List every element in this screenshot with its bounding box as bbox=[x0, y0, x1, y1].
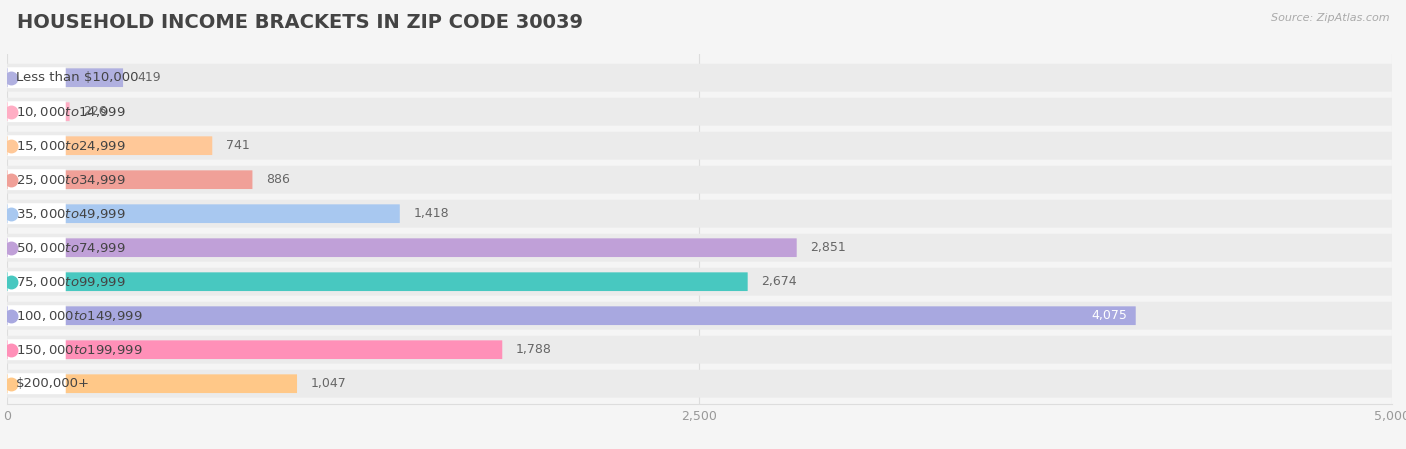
FancyBboxPatch shape bbox=[7, 200, 1392, 228]
Text: Source: ZipAtlas.com: Source: ZipAtlas.com bbox=[1271, 13, 1389, 23]
Text: 226: 226 bbox=[83, 105, 107, 118]
Text: $15,000 to $24,999: $15,000 to $24,999 bbox=[15, 139, 125, 153]
FancyBboxPatch shape bbox=[7, 170, 253, 189]
FancyBboxPatch shape bbox=[7, 340, 502, 359]
Text: $150,000 to $199,999: $150,000 to $199,999 bbox=[15, 343, 142, 357]
FancyBboxPatch shape bbox=[7, 306, 1136, 325]
FancyBboxPatch shape bbox=[7, 336, 1392, 364]
Text: HOUSEHOLD INCOME BRACKETS IN ZIP CODE 30039: HOUSEHOLD INCOME BRACKETS IN ZIP CODE 30… bbox=[17, 13, 583, 32]
FancyBboxPatch shape bbox=[7, 169, 66, 190]
Text: $35,000 to $49,999: $35,000 to $49,999 bbox=[15, 207, 125, 221]
FancyBboxPatch shape bbox=[7, 339, 66, 360]
FancyBboxPatch shape bbox=[7, 67, 66, 88]
FancyBboxPatch shape bbox=[7, 135, 66, 156]
Text: $75,000 to $99,999: $75,000 to $99,999 bbox=[15, 275, 125, 289]
Text: 4,075: 4,075 bbox=[1091, 309, 1128, 322]
Text: $100,000 to $149,999: $100,000 to $149,999 bbox=[15, 309, 142, 323]
Text: 741: 741 bbox=[226, 139, 250, 152]
Text: 2,674: 2,674 bbox=[762, 275, 797, 288]
Text: Less than $10,000: Less than $10,000 bbox=[15, 71, 138, 84]
Text: $25,000 to $34,999: $25,000 to $34,999 bbox=[15, 173, 125, 187]
Text: $50,000 to $74,999: $50,000 to $74,999 bbox=[15, 241, 125, 255]
FancyBboxPatch shape bbox=[7, 132, 1392, 160]
FancyBboxPatch shape bbox=[7, 374, 297, 393]
FancyBboxPatch shape bbox=[7, 101, 66, 122]
FancyBboxPatch shape bbox=[7, 64, 1392, 92]
FancyBboxPatch shape bbox=[7, 68, 124, 87]
FancyBboxPatch shape bbox=[7, 238, 797, 257]
Text: $10,000 to $14,999: $10,000 to $14,999 bbox=[15, 105, 125, 119]
FancyBboxPatch shape bbox=[7, 234, 1392, 262]
FancyBboxPatch shape bbox=[7, 305, 66, 326]
Text: 1,788: 1,788 bbox=[516, 343, 553, 356]
FancyBboxPatch shape bbox=[7, 370, 1392, 398]
Text: 1,047: 1,047 bbox=[311, 377, 347, 390]
FancyBboxPatch shape bbox=[7, 271, 66, 292]
FancyBboxPatch shape bbox=[7, 273, 748, 291]
Text: 2,851: 2,851 bbox=[810, 241, 846, 254]
FancyBboxPatch shape bbox=[7, 302, 1392, 330]
FancyBboxPatch shape bbox=[7, 268, 1392, 295]
FancyBboxPatch shape bbox=[7, 102, 70, 121]
Text: 419: 419 bbox=[136, 71, 160, 84]
Text: 886: 886 bbox=[266, 173, 290, 186]
FancyBboxPatch shape bbox=[7, 203, 66, 224]
FancyBboxPatch shape bbox=[7, 136, 212, 155]
FancyBboxPatch shape bbox=[7, 373, 66, 394]
FancyBboxPatch shape bbox=[7, 237, 66, 258]
FancyBboxPatch shape bbox=[7, 98, 1392, 126]
FancyBboxPatch shape bbox=[7, 204, 399, 223]
Text: $200,000+: $200,000+ bbox=[15, 377, 90, 390]
Text: 1,418: 1,418 bbox=[413, 207, 450, 220]
FancyBboxPatch shape bbox=[7, 166, 1392, 194]
